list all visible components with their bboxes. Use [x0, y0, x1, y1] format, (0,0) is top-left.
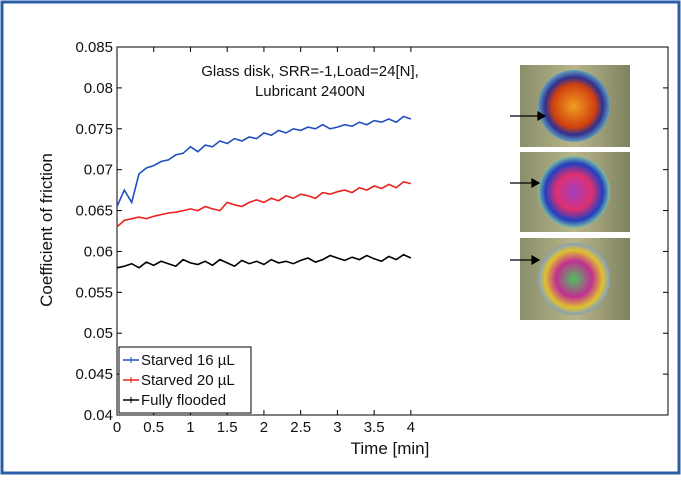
series-line: [116, 181, 412, 228]
x-tick-label: 0.5: [143, 419, 164, 436]
x-tick-label: 3.5: [364, 419, 385, 436]
y-tick-label: 0.085: [75, 39, 113, 56]
x-axis-label: Time [min]: [351, 439, 430, 458]
y-tick-label: 0.075: [75, 121, 113, 138]
y-tick-label: 0.045: [75, 366, 113, 383]
y-tick-label: 0.08: [84, 80, 113, 97]
legend-box: [118, 346, 252, 414]
x-tick-label: 4: [407, 419, 415, 436]
y-axis-label: Coefficient of friction: [37, 153, 56, 307]
x-tick-label: 1.5: [217, 419, 238, 436]
legend-label: Starved 16 µL: [141, 352, 235, 369]
legend-label: Starved 20 µL: [141, 372, 235, 389]
y-tick-label: 0.05: [84, 325, 113, 342]
x-tick-label: 2: [260, 419, 268, 436]
series-line: [116, 253, 412, 269]
x-tick-label: 3: [333, 419, 341, 436]
annotation: Lubricant 2400N: [255, 83, 365, 100]
y-tick-label: 0.07: [84, 162, 113, 179]
legend: Starved 16 µL Starved 20 µL Fully flooded: [118, 346, 252, 414]
y-tick-label: 0.055: [75, 284, 113, 301]
x-tick-label: 0: [113, 419, 121, 436]
y-tick-label: 0.06: [84, 243, 113, 260]
legend-label: Fully flooded: [141, 392, 226, 409]
y-tick-label: 0.04: [84, 407, 113, 424]
annotation: Glass disk, SRR=-1,Load=24[N],: [201, 63, 419, 80]
inset-images: [510, 65, 630, 320]
x-tick-label: 1: [186, 419, 194, 436]
x-tick-label: 2.5: [290, 419, 311, 436]
y-tick-label: 0.065: [75, 203, 113, 220]
series-line: [116, 115, 412, 207]
